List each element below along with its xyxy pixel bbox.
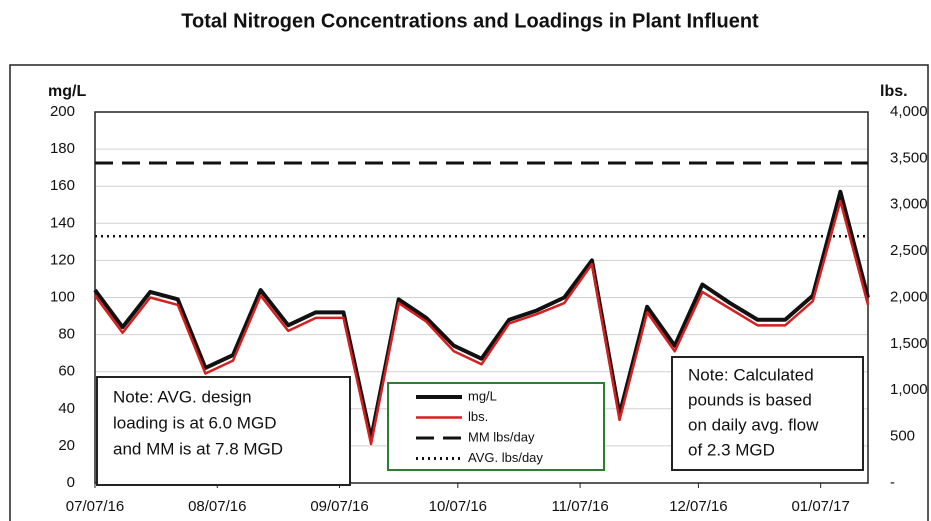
y2-tick-label: 1,500 [890, 335, 928, 352]
note-text: Note: Calculated [688, 365, 814, 384]
legend: mg/L lbs. MM lbs/day AVG. lbs/day [387, 382, 605, 471]
data-line [93, 189, 870, 441]
y2-tick-label: 2,500 [890, 242, 928, 259]
x-tick-label: 08/07/16 [188, 498, 246, 515]
y-tick-label: 0 [67, 474, 75, 491]
y-tick-label: 20 [58, 437, 75, 454]
legend-label: mg/L [468, 388, 497, 403]
y-axis-label: mg/L [48, 83, 86, 100]
y-tick-label: 60 [58, 363, 75, 380]
y2-axis-label: lbs. [880, 83, 908, 100]
y-tick-label: 80 [58, 326, 75, 343]
y2-tick-label: 3,500 [890, 149, 928, 166]
note-text: and MM is at 7.8 MGD [113, 439, 283, 458]
chart-frame [9, 64, 929, 521]
y2-tick-label: 1,000 [890, 381, 928, 398]
data-line [93, 199, 870, 446]
legend-label: MM lbs/day [468, 429, 535, 444]
y-tick-label: 100 [50, 288, 75, 305]
x-tick-label: 11/07/16 [551, 498, 608, 515]
y2-tick-label: - [890, 474, 895, 491]
legend-label: lbs. [468, 409, 488, 424]
y2-tick-label: 2,000 [890, 288, 928, 305]
note-text: loading is at 6.0 MGD [113, 413, 276, 432]
legend-label: AVG. lbs/day [468, 450, 543, 465]
chart-title: Total Nitrogen Concentrations and Loadin… [181, 10, 759, 32]
x-tick-label: 12/07/16 [669, 498, 727, 515]
y-tick-label: 120 [50, 251, 75, 268]
x-tick-label: 09/07/16 [310, 498, 368, 515]
y2-tick-label: 4,000 [890, 103, 928, 120]
y-tick-label: 140 [50, 214, 75, 231]
y-tick-label: 200 [50, 103, 75, 120]
x-tick-label: 07/07/16 [66, 498, 124, 515]
x-tick-label: 01/07/17 [791, 498, 849, 515]
x-tick-label: 10/07/16 [429, 498, 487, 515]
y-tick-label: 40 [58, 400, 75, 417]
note-text: on daily avg. flow [688, 415, 819, 434]
y2-tick-label: 500 [890, 428, 915, 445]
note-text: pounds is based [688, 390, 812, 409]
note-text: Note: AVG. design [113, 387, 252, 406]
y2-tick-label: 3,000 [890, 196, 928, 213]
note-text: of 2.3 MGD [688, 440, 775, 459]
note-box [671, 356, 864, 471]
y-tick-label: 180 [50, 140, 75, 157]
y-tick-label: 160 [50, 177, 75, 194]
note-box [96, 376, 351, 486]
